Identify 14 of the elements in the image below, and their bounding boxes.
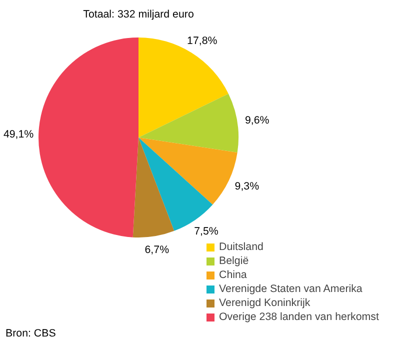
legend-label: België (219, 255, 249, 267)
legend-label: Overige 238 landen van herkomst (219, 311, 379, 323)
data-label: 9,6% (244, 114, 270, 126)
data-label: 7,5% (194, 226, 219, 238)
text: Bron: CBS (6, 328, 56, 340)
legend-label: China (219, 269, 247, 281)
data-label: 17,8% (187, 34, 218, 47)
data-label: 49,1% (3, 128, 34, 140)
data-label: 9,3% (234, 180, 260, 192)
legend-label: Verenigde Staten van Amerika (219, 283, 362, 295)
chart-title: Totaal: 332 miljard euro (83, 8, 194, 20)
legend-label: Duitsland (219, 241, 264, 253)
data-label: 6,7% (144, 244, 170, 256)
legend-label: Verenigd Koninkrijk (219, 297, 310, 309)
